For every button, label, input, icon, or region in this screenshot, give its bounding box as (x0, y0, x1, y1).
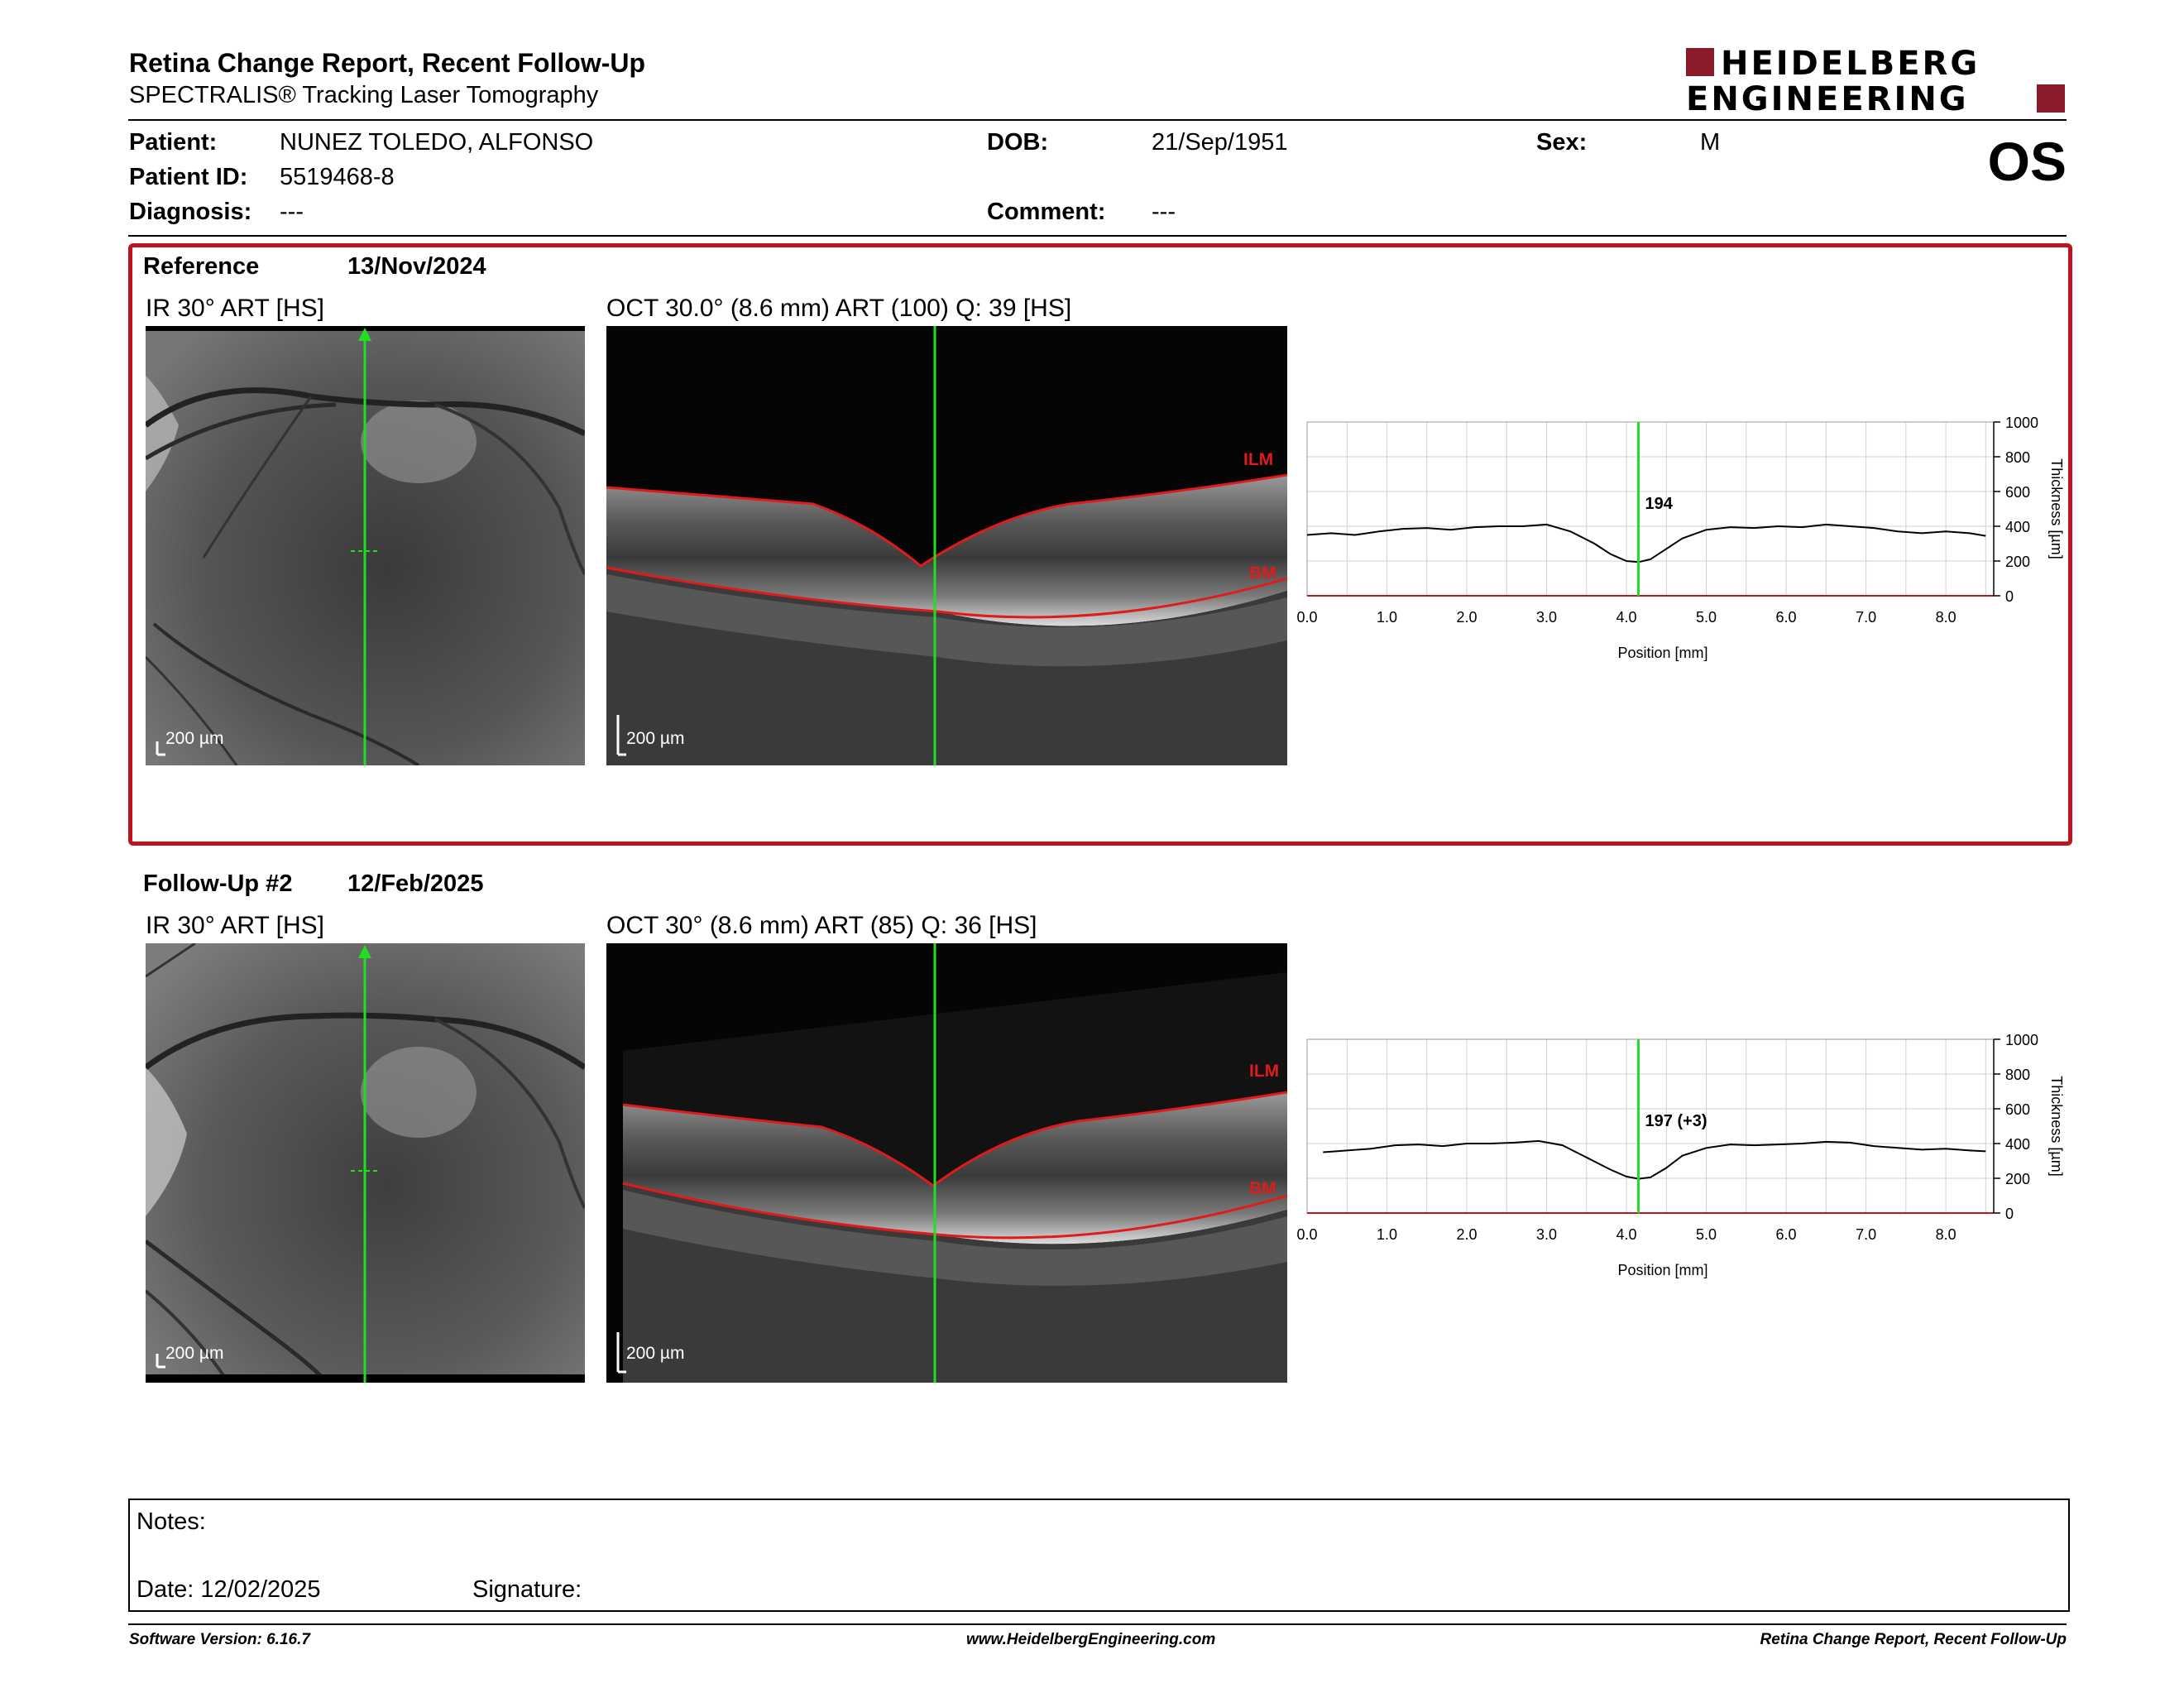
y-tick-label: 600 (2005, 1101, 2030, 1118)
patient-id: 5519468-8 (280, 164, 395, 190)
notes-box: Notes: Date: 12/02/2025 Signature: (128, 1499, 2070, 1612)
dob-value: 21/Sep/1951 (1152, 129, 1288, 156)
logo-line-2: ENGINEERING (1686, 80, 1969, 118)
diagnosis-value: --- (280, 199, 304, 225)
reference-oct-scale: 200 µm (626, 729, 685, 748)
eye-label: OS (1987, 131, 2067, 192)
reference-ir-fundus-image[interactable]: 200 µm (146, 326, 585, 765)
followup-oct-label: OCT 30° (8.6 mm) ART (85) Q: 36 [HS] (606, 912, 1037, 939)
x-tick-label: 8.0 (1936, 609, 1956, 626)
y-axis-label: Thickness [µm] (2048, 1076, 2065, 1176)
reference-ir-scale: 200 µm (165, 729, 224, 748)
y-tick-label: 0 (2005, 588, 2014, 605)
followup-ir-svg (146, 943, 585, 1383)
thickness-series-line (1306, 523, 1986, 563)
footer-divider (128, 1623, 2067, 1625)
comment-label: Comment: (987, 199, 1106, 225)
x-tick-label: 1.0 (1377, 609, 1397, 626)
x-tick-label: 7.0 (1856, 1226, 1876, 1243)
report-subtitle: SPECTRALIS® Tracking Laser Tomography (129, 82, 599, 108)
footer-report-name: Retina Change Report, Recent Follow-Up (1760, 1631, 2067, 1648)
signature-label: Signature: (472, 1576, 582, 1603)
patient-id-label: Patient ID: (129, 164, 248, 190)
reference-label: Reference (143, 253, 260, 280)
x-tick-label: 0.0 (1296, 609, 1317, 626)
reference-oct-bscan-image[interactable]: ILM BM 200 µm (606, 326, 1287, 765)
followup-oct-scale: 200 µm (626, 1344, 685, 1363)
y-tick-label: 1000 (2005, 415, 2038, 431)
header-divider (128, 119, 2067, 121)
logo-square-icon (1686, 48, 1714, 76)
x-tick-label: 3.0 (1536, 609, 1557, 626)
x-tick-label: 2.0 (1457, 609, 1478, 626)
sex-label: Sex: (1536, 129, 1588, 156)
y-tick-label: 0 (2005, 1206, 2014, 1222)
x-tick-label: 7.0 (1856, 609, 1876, 626)
y-tick-label: 400 (2005, 519, 2030, 535)
x-tick-label: 5.0 (1696, 609, 1717, 626)
y-tick-label: 1000 (2005, 1032, 2038, 1048)
cursor-thickness-label: 194 (1645, 495, 1674, 513)
y-tick-label: 800 (2005, 449, 2030, 466)
followup-bm-label: BM (1249, 1179, 1276, 1198)
x-tick-label: 4.0 (1616, 1226, 1637, 1243)
x-axis-label: Position [mm] (1617, 645, 1707, 661)
footer-website[interactable]: www.HeidelbergEngineering.com (966, 1631, 1216, 1648)
report-title: Retina Change Report, Recent Follow-Up (129, 48, 646, 78)
followup-oct-svg (616, 943, 1287, 1383)
y-tick-label: 200 (2005, 1171, 2030, 1187)
y-tick-label: 600 (2005, 484, 2030, 501)
diagnosis-label: Diagnosis: (129, 199, 252, 225)
notes-date: Date: 12/02/2025 (136, 1576, 321, 1603)
reference-ir-svg (146, 326, 585, 765)
dob-label: DOB: (987, 129, 1049, 156)
followup-ir-label: IR 30° ART [HS] (146, 912, 324, 939)
followup-oct-bscan-image[interactable]: ILM BM 200 µm (606, 943, 1287, 1383)
notes-label: Notes: (136, 1508, 206, 1535)
footer-software: Software Version: 6.16.7 (129, 1631, 310, 1648)
x-tick-label: 6.0 (1776, 1226, 1797, 1243)
reference-ilm-label: ILM (1243, 450, 1274, 469)
reference-bm-label: BM (1249, 563, 1276, 583)
x-tick-label: 3.0 (1536, 1226, 1557, 1243)
reference-date: 13/Nov/2024 (347, 253, 486, 280)
patient-label: Patient: (129, 129, 218, 156)
thickness-series-line (1323, 1139, 1986, 1180)
y-tick-label: 800 (2005, 1067, 2030, 1083)
followup-label: Follow-Up #2 (143, 870, 293, 897)
followup-thickness-chart: 0 200 400 600 800 1000 0.0 1.0 2.0 3.0 4.0 5.0 6.0 7.… (1296, 1032, 2065, 1278)
followup-ilm-label: ILM (1249, 1062, 1280, 1081)
sex-value: M (1700, 129, 1721, 156)
patient-name: NUNEZ TOLEDO, ALFONSO (280, 129, 594, 156)
x-axis-label: Position [mm] (1617, 1262, 1707, 1278)
followup-ir-scale: 200 µm (165, 1344, 224, 1363)
followup-ir-fundus-image[interactable]: 200 µm (146, 943, 585, 1383)
y-axis-label: Thickness [µm] (2048, 458, 2065, 559)
reference-ir-label: IR 30° ART [HS] (146, 295, 324, 322)
heidelberg-logo: HEIDELBERG ENGINEERING (1686, 46, 2067, 117)
reference-oct-label: OCT 30.0° (8.6 mm) ART (100) Q: 39 [HS] (606, 295, 1072, 322)
x-tick-label: 8.0 (1936, 1226, 1956, 1243)
x-tick-label: 4.0 (1616, 609, 1637, 626)
logo-square-icon (2037, 84, 2065, 113)
followup-date: 12/Feb/2025 (347, 870, 484, 897)
y-tick-label: 400 (2005, 1136, 2030, 1153)
x-tick-label: 2.0 (1457, 1226, 1478, 1243)
x-tick-label: 0.0 (1296, 1226, 1317, 1243)
logo-line-1: HEIDELBERG (1721, 45, 1980, 83)
x-tick-label: 5.0 (1696, 1226, 1717, 1243)
patient-divider (128, 235, 2067, 237)
y-tick-label: 200 (2005, 554, 2030, 570)
reference-thickness-chart: 0 200 400 600 800 1000 0.0 1.0 2.0 3.0 4.0 5.0 6.0 7.… (1296, 415, 2065, 661)
reference-highlight-box (128, 243, 2072, 846)
x-tick-label: 6.0 (1776, 609, 1797, 626)
comment-value: --- (1152, 199, 1176, 225)
reference-oct-svg (606, 326, 1287, 765)
x-tick-label: 1.0 (1377, 1226, 1397, 1243)
cursor-thickness-label: 197 (+3) (1645, 1112, 1707, 1130)
